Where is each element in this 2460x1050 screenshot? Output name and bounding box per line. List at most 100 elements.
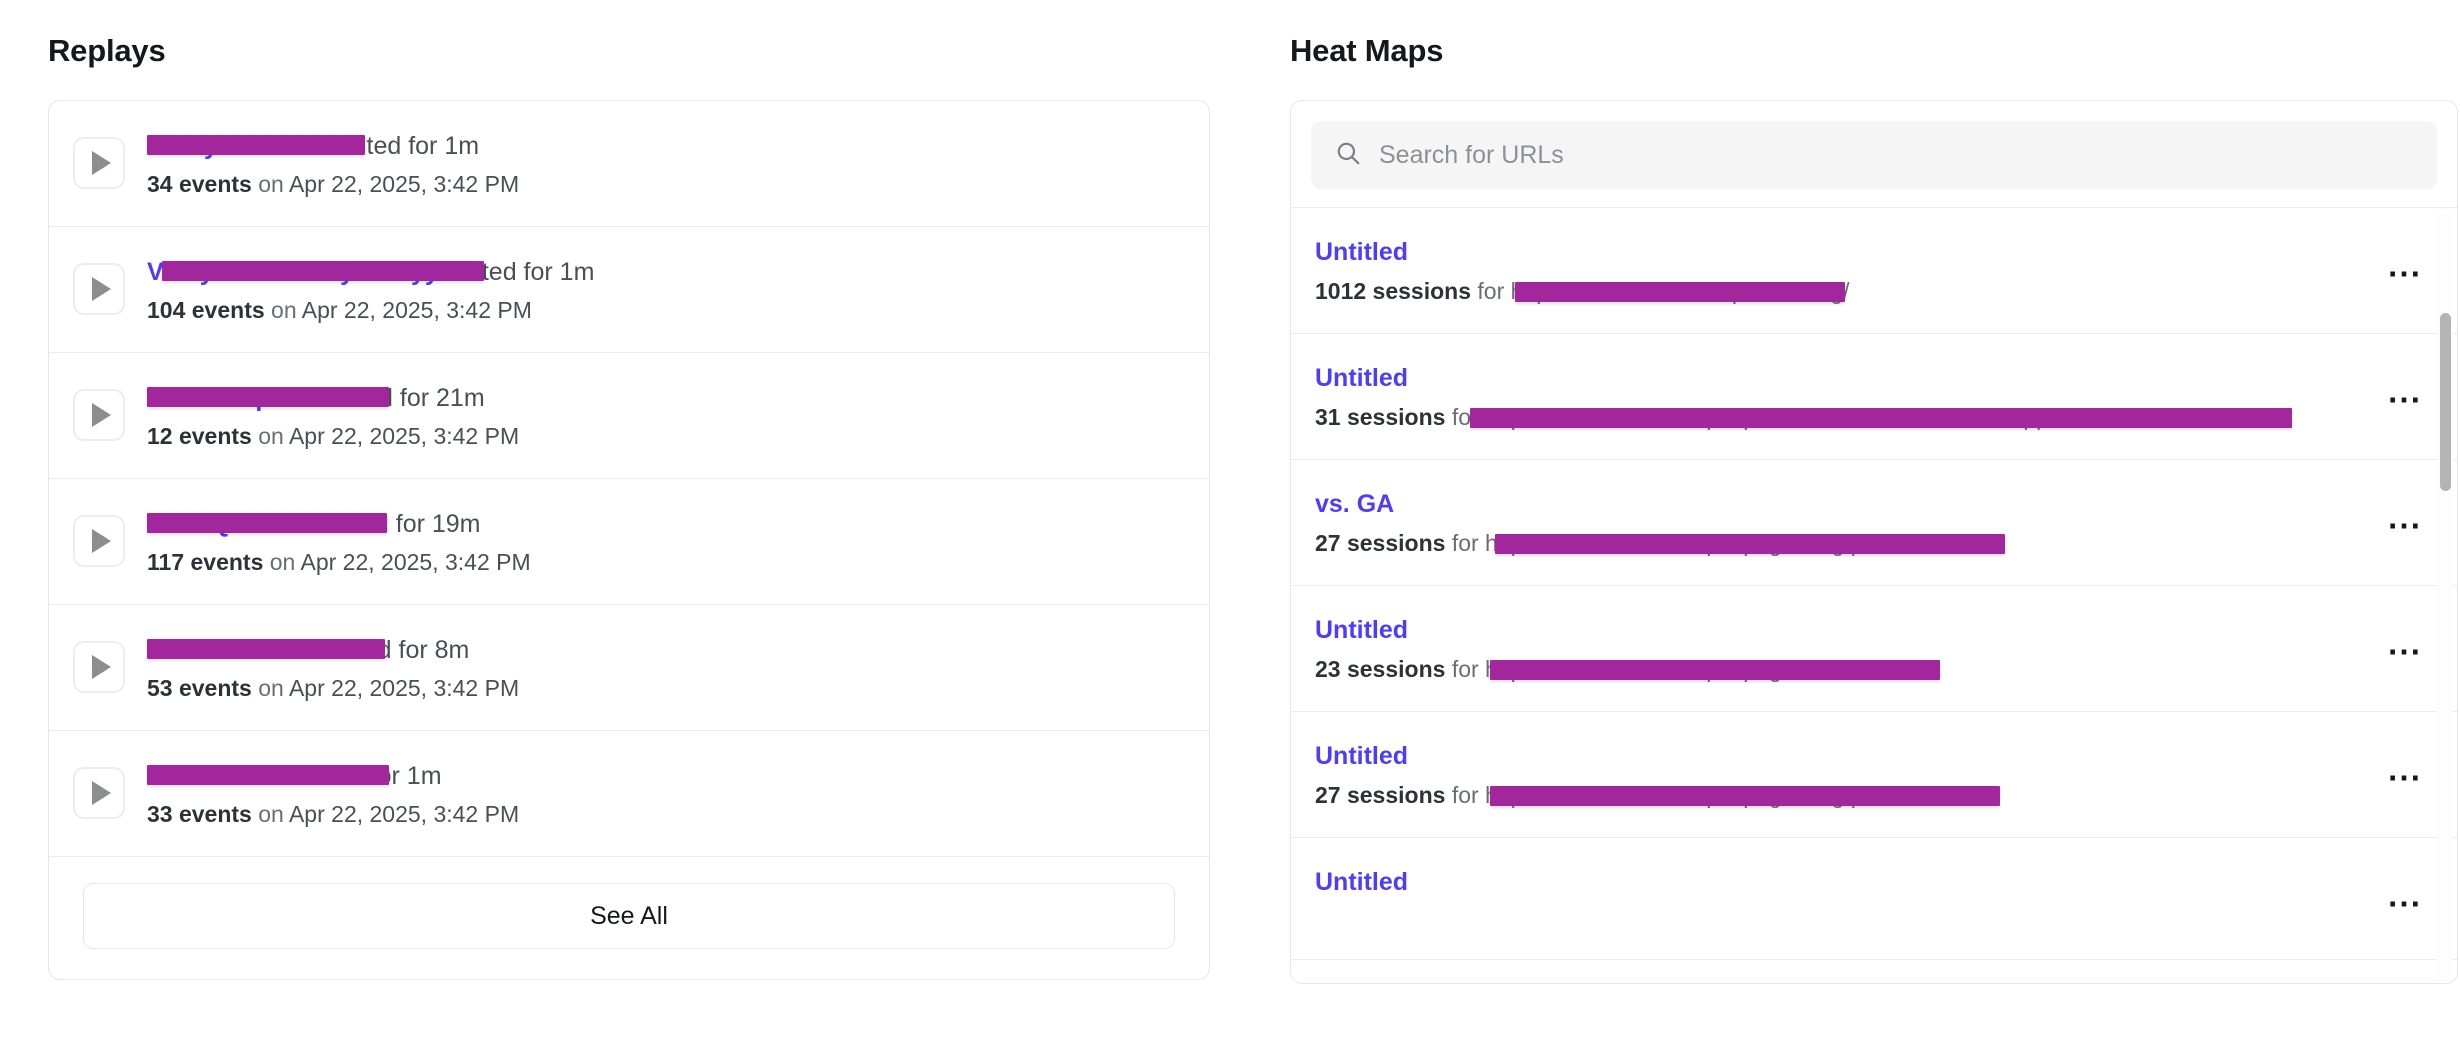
- play-icon[interactable]: [73, 137, 125, 190]
- replay-visitor-line[interactable]: Felix Quakers visited for 19m: [147, 507, 1179, 541]
- replay-meta: 34 events on Apr 22, 2025, 3:42 PM: [147, 169, 1179, 200]
- heatmap-name[interactable]: Untitled: [1315, 868, 1409, 897]
- replay-visitor-line[interactable]: Brian Thacker visited for 8m: [147, 633, 1179, 667]
- replay-row[interactable]: Cheryl Howard visited for 1m 34 events on…: [49, 101, 1209, 228]
- replay-duration: 1m: [559, 258, 595, 287]
- replay-meta: 104 events on Apr 22, 2025, 3:42 PM: [147, 295, 1179, 326]
- heatmap-row[interactable]: Untitled 27 sessions for https://redacted…: [1291, 712, 2457, 839]
- replay-date: Apr 22, 2025, 3:42 PM: [288, 675, 520, 702]
- replay-row[interactable]: Brian Thacker visited for 8m 53 events on…: [49, 605, 1209, 732]
- replay-visited-label: visited for: [317, 510, 425, 539]
- heatmap-url: https://redacted.example/page/blog/post/: [1485, 530, 1901, 557]
- heatmap-session-count: 23 sessions: [1315, 656, 1446, 683]
- replay-duration: 8m: [434, 636, 470, 665]
- replay-text: Cheryl Howard visited for 1m 34 events on…: [147, 127, 1179, 200]
- replay-text: Vladyslav Kolodyazhnyy visited for 1m 104…: [147, 253, 1179, 326]
- replay-event-count: 104 events: [147, 297, 265, 324]
- search-input[interactable]: [1379, 140, 2413, 170]
- replay-visited-label: visited for: [322, 384, 430, 413]
- replay-row[interactable]: Vladyslav Kolodyazhnyy visited for 1m 104…: [49, 227, 1209, 354]
- heatmap-row[interactable]: Untitled ⋯: [1291, 838, 2457, 961]
- replay-text: Brian Thacker visited for 8m 53 events on…: [147, 631, 1179, 704]
- heatmap-main: vs. GA 27 sessions for https://redacted.e…: [1315, 488, 2005, 559]
- ellipsis-icon[interactable]: ⋯: [2387, 885, 2423, 924]
- heatmap-name[interactable]: Untitled: [1315, 616, 1409, 645]
- heatmap-for-label: for: [1451, 404, 1479, 431]
- heatmap-url: https://redacted.example/landing/: [1510, 278, 1850, 305]
- ellipsis-icon[interactable]: ⋯: [2387, 507, 2423, 546]
- replay-date: Apr 22, 2025, 3:42 PM: [288, 801, 520, 828]
- heatmap-scrollbar-thumb[interactable]: [2440, 313, 2451, 492]
- heatmap-session-count: 1012 sessions: [1315, 278, 1472, 305]
- replays-card: Cheryl Howard visited for 1m 34 events on…: [48, 100, 1210, 981]
- heatmap-row[interactable]: Untitled 31 sessions for https://redacted…: [1291, 334, 2457, 461]
- heatmap-subtitle: 1012 sessions for https://redacted.examp…: [1315, 276, 1849, 307]
- replay-text: Jake Simpson visited for 21m 12 events on…: [147, 379, 1179, 452]
- heatmap-subtitle: 23 sessions for https://redacted.example…: [1315, 654, 1940, 685]
- play-icon[interactable]: [73, 389, 125, 442]
- heatmaps-card: Untitled 1012 sessions for https://redact…: [1290, 100, 2458, 985]
- ellipsis-icon[interactable]: ⋯: [2387, 633, 2423, 672]
- heatmap-name[interactable]: Untitled: [1315, 364, 1409, 393]
- heatmap-main: Untitled 27 sessions for https://redacted…: [1315, 740, 2000, 811]
- heatmap-row[interactable]: Untitled 23 sessions for https://redacted…: [1291, 586, 2457, 713]
- heatmap-url: https://redacted.example/page/blog/post/: [1485, 782, 1901, 809]
- heatmap-session-count: 27 sessions: [1315, 782, 1446, 809]
- replay-visitor-name: Jake Simpson: [147, 384, 316, 413]
- heatmap-main: Untitled 31 sessions for https://redacted…: [1315, 362, 2292, 433]
- replay-row[interactable]: Felix Quakers visited for 19m 117 events …: [49, 479, 1209, 606]
- replay-visitor-name: David Cohn: [147, 762, 286, 791]
- heatmap-row[interactable]: Untitled 1012 sessions for https://redact…: [1291, 208, 2457, 335]
- ellipsis-icon[interactable]: ⋯: [2387, 759, 2423, 798]
- replay-date: Apr 22, 2025, 3:42 PM: [301, 297, 532, 324]
- heatmap-search-box[interactable]: [1311, 121, 2437, 190]
- replay-visited-label: visited for: [445, 258, 553, 287]
- play-icon[interactable]: [73, 641, 125, 694]
- replay-meta: 12 events on Apr 22, 2025, 3:42 PM: [147, 421, 1179, 452]
- ellipsis-icon[interactable]: ⋯: [2387, 381, 2423, 420]
- heatmap-subtitle: 27 sessions for https://redacted.example…: [1315, 528, 2005, 559]
- replay-date: Apr 22, 2025, 3:42 PM: [288, 423, 520, 450]
- heatmap-row[interactable]: vs. GA 27 sessions for https://redacted.e…: [1291, 460, 2457, 587]
- heatmap-subtitle: 31 sessions for https://redacted.example…: [1315, 402, 2292, 433]
- replay-duration: 1m: [406, 762, 442, 791]
- replay-visitor-line[interactable]: Jake Simpson visited for 21m: [147, 381, 1179, 415]
- ellipsis-icon[interactable]: ⋯: [2387, 255, 2423, 294]
- replay-row[interactable]: Jake Simpson visited for 21m 12 events on…: [49, 353, 1209, 480]
- heatmap-url: https://redacted.example/page/utilities/: [1485, 656, 1878, 683]
- heatmap-name[interactable]: Untitled: [1315, 742, 1409, 771]
- replay-row[interactable]: David Cohn visited for 1m 33 events on Ap…: [49, 731, 1209, 858]
- heatmap-for-label: for: [1451, 782, 1479, 809]
- replay-visitor-line[interactable]: Cheryl Howard visited for 1m: [147, 129, 1179, 163]
- replay-event-count: 34 events: [147, 171, 252, 198]
- replays-title: Replays: [48, 33, 166, 68]
- replay-event-count: 33 events: [147, 801, 252, 828]
- heatmap-name[interactable]: vs. GA: [1315, 490, 1395, 519]
- heatmap-main: Untitled 23 sessions for https://redacted…: [1315, 614, 1940, 685]
- heatmaps-panel: Heat Maps Untitled 1012 sessions for http…: [1290, 0, 2458, 1050]
- heatmap-for-label: for: [1477, 278, 1505, 305]
- replay-date: Apr 22, 2025, 3:42 PM: [300, 549, 531, 576]
- replay-duration: 19m: [431, 510, 481, 539]
- replay-on-label: on: [271, 297, 297, 324]
- heatmap-subtitle: 27 sessions for https://redacted.example…: [1315, 780, 2000, 811]
- replay-visited-label: visited for: [330, 132, 438, 161]
- replay-visited-label: visited for: [292, 762, 400, 791]
- replay-visitor-line[interactable]: David Cohn visited for 1m: [147, 759, 1179, 793]
- replay-on-label: on: [258, 801, 284, 828]
- replay-on-label: on: [258, 423, 284, 450]
- heatmap-name[interactable]: Untitled: [1315, 238, 1409, 267]
- replay-event-count: 12 events: [147, 423, 252, 450]
- replay-visited-label: visited for: [320, 636, 428, 665]
- play-icon[interactable]: [73, 263, 125, 316]
- see-all-container: See All: [49, 857, 1209, 979]
- play-icon[interactable]: [73, 515, 125, 568]
- replay-date: Apr 22, 2025, 3:42 PM: [288, 171, 520, 198]
- play-icon[interactable]: [73, 767, 125, 820]
- see-all-button[interactable]: See All: [83, 883, 1175, 950]
- replay-visitor-name: Vladyslav Kolodyazhnyy: [147, 258, 439, 287]
- heatmap-scrollbar[interactable]: [2437, 213, 2453, 982]
- replay-visitor-line[interactable]: Vladyslav Kolodyazhnyy visited for 1m: [147, 255, 1179, 289]
- heatmap-search-container: [1291, 101, 2457, 209]
